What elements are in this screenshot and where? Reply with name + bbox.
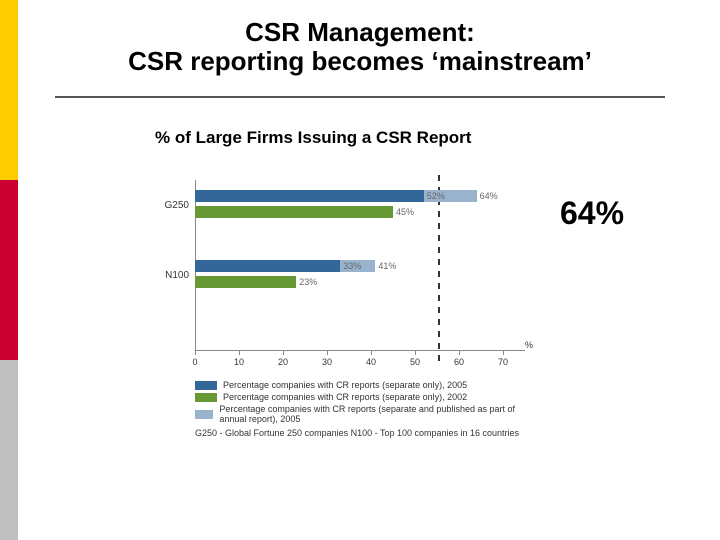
legend-swatch <box>195 410 213 419</box>
x-tick-label: 70 <box>498 357 508 367</box>
legend-swatch <box>195 393 217 402</box>
legend-label: Percentage companies with CR reports (se… <box>219 404 535 424</box>
bar <box>195 276 296 288</box>
x-tick <box>327 350 328 355</box>
x-tick <box>459 350 460 355</box>
bar <box>195 260 340 272</box>
legend-swatch <box>195 381 217 390</box>
bar-value-label: 64% <box>480 190 498 202</box>
x-tick <box>371 350 372 355</box>
category-label: G250 <box>129 200 189 211</box>
title-rule <box>55 96 665 98</box>
x-tick-label: 30 <box>322 357 332 367</box>
slide-title: CSR Management: CSR reporting becomes ‘m… <box>0 18 720 75</box>
title-line-2: CSR reporting becomes ‘mainstream’ <box>0 47 720 76</box>
chart-subtitle: % of Large Firms Issuing a CSR Report <box>155 128 471 148</box>
title-line-1: CSR Management: <box>0 18 720 47</box>
sidebar-segment <box>0 180 18 360</box>
sidebar-segment <box>0 360 18 540</box>
x-axis <box>195 350 525 351</box>
bar-value-label: 41% <box>378 260 396 272</box>
x-tick-label: 40 <box>366 357 376 367</box>
x-tick-label: 60 <box>454 357 464 367</box>
x-tick <box>283 350 284 355</box>
bar-value-label: 33% <box>343 260 361 272</box>
x-tick-label: 20 <box>278 357 288 367</box>
legend-item: Percentage companies with CR reports (se… <box>195 404 535 424</box>
legend: Percentage companies with CR reports (se… <box>195 380 535 426</box>
bar-value-label: 52% <box>427 190 445 202</box>
callout-value: 64% <box>560 195 624 232</box>
x-tick <box>239 350 240 355</box>
legend-label: Percentage companies with CR reports (se… <box>223 392 467 402</box>
bar-value-label: 23% <box>299 276 317 288</box>
x-tick <box>415 350 416 355</box>
category-label: N100 <box>129 270 189 281</box>
footnote: G250 - Global Fortune 250 companies N100… <box>195 428 519 438</box>
bar <box>195 190 424 202</box>
slide: { "sidebar": { "segments": [ {"color":"#… <box>0 0 720 540</box>
x-tick-label: 0 <box>192 357 197 367</box>
x-tick <box>503 350 504 355</box>
bar-chart: % G250 N100 52% 64% 45% 33% 41% 23% 0 10 20 30 40 50 6… <box>115 180 535 430</box>
legend-label: Percentage companies with CR reports (se… <box>223 380 467 390</box>
axis-unit: % <box>525 340 533 350</box>
bar <box>195 206 393 218</box>
bar-value-label: 45% <box>396 206 414 218</box>
x-tick-label: 10 <box>234 357 244 367</box>
legend-item: Percentage companies with CR reports (se… <box>195 380 535 390</box>
x-tick <box>195 350 196 355</box>
legend-item: Percentage companies with CR reports (se… <box>195 392 535 402</box>
x-tick-label: 50 <box>410 357 420 367</box>
